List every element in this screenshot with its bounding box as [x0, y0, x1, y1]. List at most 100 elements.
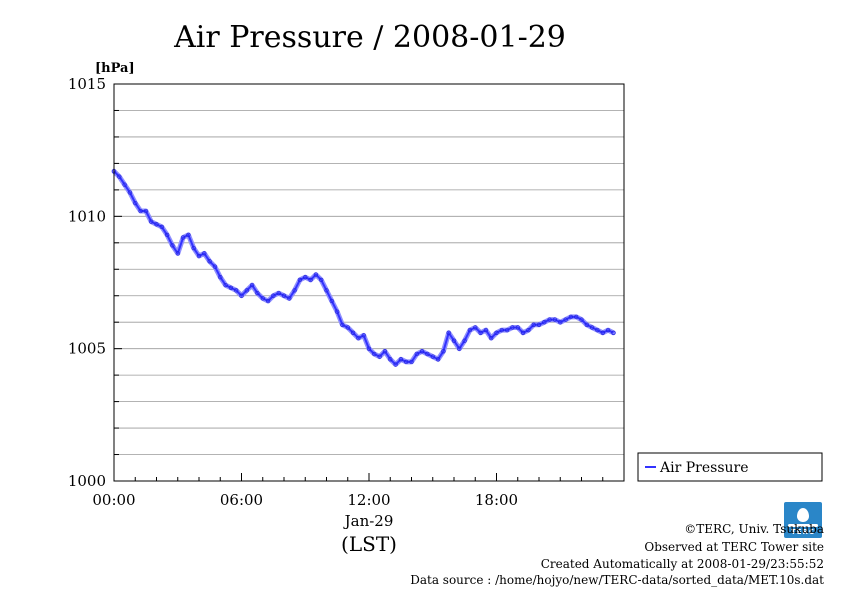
y-tick-label: 1000 [68, 472, 106, 490]
data-point [558, 320, 563, 325]
data-point [319, 277, 324, 283]
data-point [409, 359, 414, 365]
data-point [228, 285, 234, 290]
data-point [504, 327, 510, 333]
data-point [207, 259, 212, 264]
data-point [202, 251, 207, 256]
data-point [425, 351, 430, 357]
data-series [111, 168, 616, 367]
data-point [579, 317, 584, 322]
legend: Air Pressure [637, 452, 823, 482]
data-point [462, 338, 467, 343]
data-point [515, 325, 520, 330]
axis-ticks [114, 109, 604, 481]
data-point [584, 322, 589, 327]
data-point [393, 362, 398, 367]
data-point [531, 322, 536, 327]
data-point [350, 330, 356, 335]
data-point [446, 330, 451, 335]
x-axis-date-label: Jan-29 [343, 512, 394, 530]
data-point [127, 190, 133, 195]
data-point [605, 327, 611, 333]
data-point [435, 357, 441, 362]
data-point [154, 222, 159, 227]
data-point [122, 182, 127, 187]
data-point [143, 208, 149, 214]
x-axis-label: (LST) [341, 532, 397, 556]
data-point [180, 235, 186, 240]
data-point [457, 346, 462, 351]
data-point [159, 224, 164, 230]
data-point [334, 309, 340, 314]
data-point [287, 296, 292, 301]
legend-box [637, 452, 823, 482]
data-point [451, 338, 457, 343]
data-point [265, 298, 271, 304]
data-point [568, 314, 574, 320]
plot-frame [113, 83, 625, 482]
data-point [276, 290, 281, 296]
created-timestamp-text: Created Automatically at 2008-01-29/23:5… [540, 557, 824, 571]
data-point [212, 264, 218, 269]
data-point [297, 277, 303, 283]
data-point [138, 208, 143, 214]
data-point [303, 275, 308, 280]
logo-text: TERC [790, 528, 816, 536]
x-tick-label: 12:00 [347, 491, 390, 509]
data-point [308, 277, 313, 283]
x-tick-label: 18:00 [475, 491, 518, 509]
data-point [382, 349, 388, 354]
data-point [218, 275, 223, 280]
y-tick-label: 1010 [68, 207, 106, 225]
data-point [483, 327, 489, 333]
data-point [547, 317, 552, 322]
data-point [478, 330, 483, 335]
data-point [574, 314, 579, 320]
data-point [249, 282, 255, 288]
data-point [244, 288, 249, 293]
x-tick-label: 00:00 [92, 491, 135, 509]
chart-title: Air Pressure / 2008-01-29 [173, 20, 566, 55]
data-point [281, 293, 287, 298]
data-point [494, 330, 499, 335]
data-point [526, 327, 531, 333]
data-point [164, 232, 170, 238]
data-point [117, 174, 122, 179]
axis-tick-labels: 1000 1005 1010 1015 00:00 06:00 12:00 18:00 [68, 75, 518, 509]
data-point [467, 327, 473, 333]
data-point [398, 357, 404, 362]
data-point [356, 335, 361, 341]
legend-entry-label: Air Pressure [659, 460, 749, 476]
copyright-text: ©TERC, Univ. Tsukuba [684, 522, 824, 536]
data-point [414, 351, 419, 357]
data-point [377, 354, 382, 359]
data-point [600, 330, 605, 335]
y-tick-label: 1005 [68, 340, 106, 358]
data-point [589, 325, 595, 330]
data-point [441, 349, 446, 354]
data-point [191, 245, 196, 251]
data-point [595, 327, 600, 333]
data-point [372, 351, 377, 357]
data-point [388, 357, 393, 362]
data-point [419, 349, 425, 354]
data-point [175, 251, 180, 256]
data-point [292, 288, 297, 293]
data-point [186, 232, 191, 238]
data-point [499, 327, 504, 333]
data-point [430, 354, 435, 359]
data-point [324, 288, 329, 293]
data-point [133, 200, 138, 206]
data-point [260, 296, 265, 301]
data-point [223, 282, 228, 288]
data-point [552, 317, 558, 322]
data-point [329, 298, 334, 304]
data-point [271, 293, 276, 298]
data-point [345, 325, 350, 330]
data-point [255, 290, 260, 296]
data-point [611, 330, 616, 335]
x-tick-label: 06:00 [220, 491, 263, 509]
y-tick-label: 1015 [68, 75, 106, 93]
series-line [113, 170, 614, 366]
data-point [473, 325, 478, 330]
